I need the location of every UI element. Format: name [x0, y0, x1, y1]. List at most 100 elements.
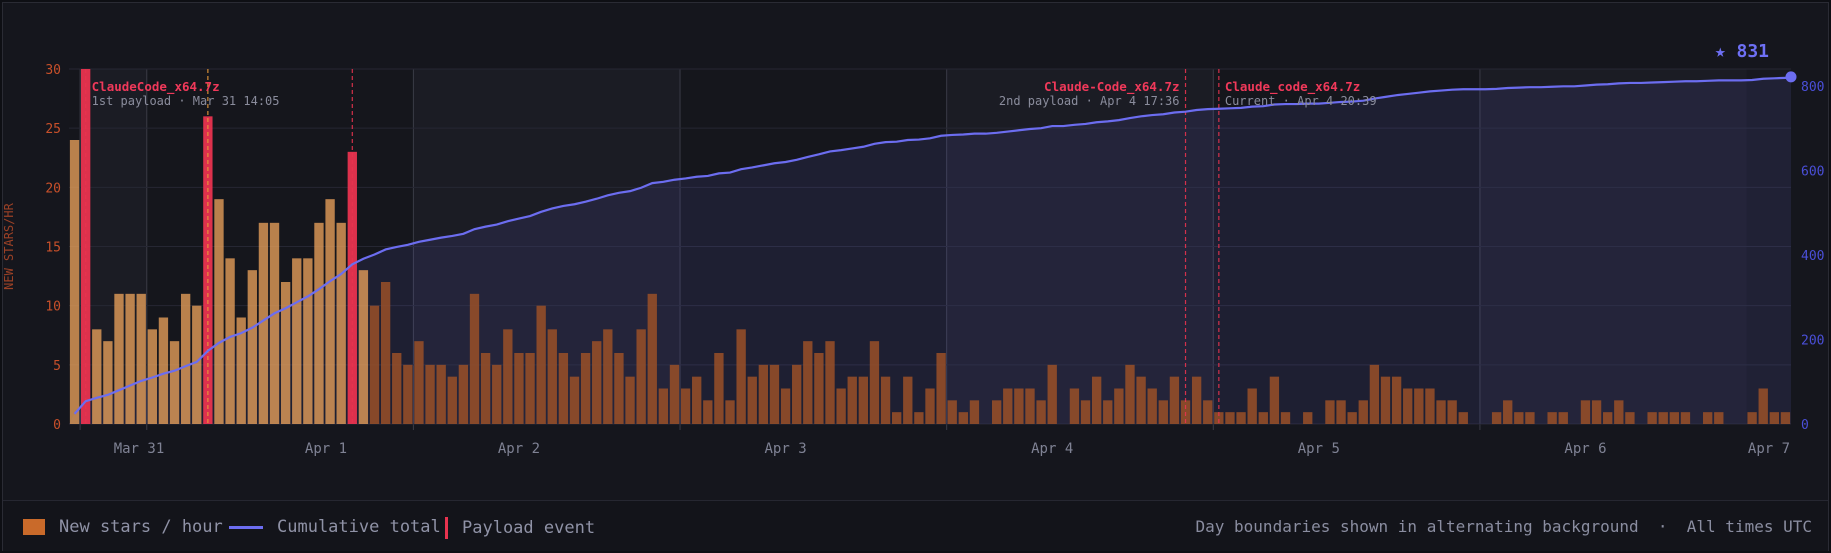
x-axis-tick-label: Apr 5: [1298, 441, 1340, 457]
final-total-label: ★ 831: [1715, 41, 1769, 62]
bar: [692, 376, 702, 424]
bar: [1147, 388, 1157, 424]
bar: [1125, 364, 1135, 424]
bar: [703, 400, 713, 424]
bar: [1658, 412, 1668, 424]
right-axis-tick-label: 800: [1801, 80, 1824, 95]
payload-event-detail: Current · Apr 4 20:39: [1225, 94, 1377, 108]
bar: [947, 400, 957, 424]
bar: [758, 364, 769, 424]
x-axis-tick-label: Apr 4: [1031, 441, 1073, 457]
payload-event-detail: 1st payload · Mar 31 14:05: [92, 94, 280, 108]
left-axis-tick-label: 10: [45, 300, 61, 315]
left-axis-tick-label: 25: [45, 122, 61, 137]
cumulative-end-dot: [1785, 71, 1797, 83]
x-axis-tick-label: Apr 1: [305, 441, 347, 457]
bar: [714, 353, 724, 424]
bar: [114, 293, 124, 424]
bar: [836, 388, 846, 424]
bar: [225, 258, 235, 424]
x-axis-tick-label: Apr 7: [1748, 441, 1790, 457]
line-swatch-icon: [229, 525, 263, 529]
bar: [458, 364, 469, 424]
legend-note: Day boundaries shown in alternating back…: [1195, 517, 1813, 536]
bar: [1114, 388, 1124, 424]
bar: [336, 222, 346, 424]
bar: [1191, 376, 1202, 424]
bar: [1080, 400, 1091, 424]
bar: [69, 140, 80, 424]
right-axis-tick-label: 400: [1801, 249, 1824, 264]
bar: [1336, 400, 1346, 424]
bar: [380, 282, 391, 424]
bar: [936, 353, 946, 424]
payload-swatch-icon: [445, 517, 448, 539]
bar: [403, 364, 413, 424]
right-axis-tick-label: 0: [1801, 418, 1809, 433]
bar: [1036, 400, 1046, 424]
payload-event-name: Claude-Code_x64.7z: [1044, 79, 1179, 95]
bar: [325, 199, 335, 424]
bar: [647, 293, 657, 424]
bar: [203, 116, 213, 424]
bar: [869, 341, 880, 424]
legend-payload-label: Payload event: [462, 518, 596, 538]
right-axis-tick-label: 200: [1801, 333, 1824, 348]
bar: [1458, 412, 1468, 424]
bar: [1236, 412, 1246, 424]
bar: [903, 376, 913, 424]
bar-swatch-icon: [23, 519, 45, 535]
bar: [569, 376, 580, 424]
bar: [303, 258, 313, 424]
bar: [1069, 388, 1080, 424]
bar: [991, 400, 1002, 424]
bar: [1136, 376, 1146, 424]
bar: [880, 376, 891, 424]
bar: [1369, 364, 1380, 424]
payload-event-name: Claude_code_x64.7z: [1225, 79, 1360, 95]
left-axis-tick-label: 30: [45, 63, 61, 78]
bar: [503, 329, 513, 424]
bar: [236, 317, 246, 424]
bar: [636, 329, 646, 424]
bar: [1358, 400, 1368, 424]
bar: [547, 329, 557, 424]
bar: [769, 364, 780, 424]
bar: [1647, 412, 1657, 424]
payload-event-detail: 2nd payload · Apr 4 17:36: [999, 94, 1180, 108]
bar: [747, 376, 757, 424]
bar: [1436, 400, 1446, 424]
bar: [436, 364, 446, 424]
bar: [1025, 388, 1035, 424]
bar: [1347, 412, 1357, 424]
bar: [1091, 376, 1102, 424]
bar: [814, 353, 824, 424]
bar: [369, 305, 380, 424]
x-axis-tick-label: Mar 31: [114, 441, 165, 457]
bar: [1258, 412, 1268, 424]
bar: [858, 376, 869, 424]
bar: [1491, 412, 1502, 424]
bar: [914, 412, 924, 424]
bar: [1525, 412, 1535, 424]
bar: [669, 364, 680, 424]
legend-stars-label: New stars / hour: [59, 517, 223, 537]
bar: [736, 329, 746, 424]
bar: [1269, 376, 1280, 424]
bar: [1380, 376, 1391, 424]
bar: [614, 353, 624, 424]
bar: [392, 353, 402, 424]
x-axis-tick-label: Apr 2: [498, 441, 540, 457]
bar: [414, 341, 424, 424]
bar: [1425, 388, 1435, 424]
bar: [358, 270, 369, 424]
bar: [1103, 400, 1113, 424]
bar: [625, 376, 635, 424]
bar: [214, 199, 224, 424]
legend-item-payload: Payload event: [445, 517, 595, 539]
bar: [1603, 412, 1613, 424]
left-axis-tick-label: 20: [45, 181, 61, 196]
left-axis-label: NEW STARS/HR: [3, 202, 16, 289]
legend-bar: New stars / hour Cumulative total Payloa…: [3, 500, 1828, 551]
